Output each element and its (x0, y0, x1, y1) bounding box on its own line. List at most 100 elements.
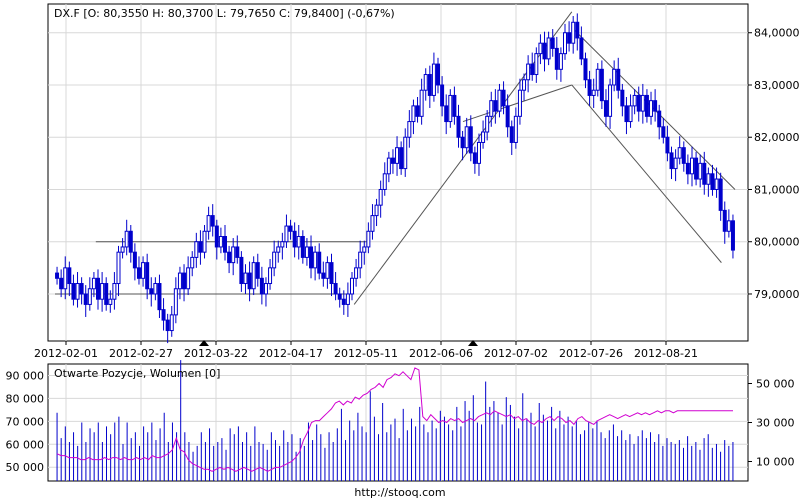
candle-body (624, 105, 629, 123)
candle-body (542, 42, 547, 60)
candle-body (407, 121, 412, 138)
candle-body (374, 204, 379, 217)
candle-body (726, 220, 731, 232)
candle-body (386, 157, 391, 175)
trend-line (571, 84, 722, 263)
candle-body (452, 94, 457, 117)
candle-body (513, 115, 518, 143)
price-y-tick-label: 83,0000 (754, 79, 800, 92)
candle-body (558, 53, 563, 70)
candle-body (304, 246, 309, 258)
price-x-tick-label: 2012-02-27 (109, 347, 173, 360)
candle-body (509, 126, 514, 143)
candle-body (640, 94, 645, 112)
volume-right-axis: 10 000 30 000 50 000 (748, 378, 795, 469)
candle-body (456, 115, 461, 138)
candle-body (210, 215, 215, 227)
candle-body (333, 283, 338, 295)
candle-body (91, 277, 96, 290)
candle-body (677, 147, 682, 159)
candle-body (63, 267, 68, 290)
candle-body (382, 173, 387, 190)
candle-body (694, 157, 699, 180)
candle-body (190, 256, 195, 269)
price-x-tick-label: 2012-02-01 (34, 347, 98, 360)
volume-left-tick-label: 80 000 (6, 392, 45, 405)
candle-body (157, 283, 162, 311)
candle-body (649, 100, 654, 117)
candle-body (329, 262, 334, 285)
price-y-tick-label: 79,0000 (754, 288, 800, 301)
price-x-tick-label: 2012-08-21 (634, 347, 698, 360)
candle-body (718, 178, 723, 211)
candle-body (534, 53, 539, 76)
candle-body (55, 272, 60, 279)
candle-body (132, 251, 137, 269)
candle-body (472, 152, 477, 164)
candle-body (96, 277, 101, 300)
footer-link[interactable]: http://stooq.com (354, 486, 446, 499)
candle-body (186, 267, 191, 290)
candle-body (644, 94, 649, 117)
candle-body (206, 215, 211, 232)
candle-body (673, 157, 678, 170)
volume-plot-frame (47, 363, 749, 482)
candle-body (153, 283, 158, 295)
candle-body (149, 288, 154, 295)
candle-body (218, 236, 223, 248)
price-y-tick-label: 84,0000 (754, 27, 800, 40)
candle-body (362, 246, 367, 253)
candle-body (657, 110, 662, 128)
candle-body (599, 68, 604, 102)
price-x-tick-label: 2012-06-06 (409, 347, 473, 360)
candle-body (67, 267, 72, 285)
candle-body (100, 283, 105, 300)
candle-body (636, 94, 641, 112)
candle-body (587, 79, 592, 96)
candle-body (214, 225, 219, 248)
candle-body (669, 152, 674, 170)
volume-chart-title: Otwarte Pozycje, Wolumen [0] (54, 367, 220, 380)
candle-body (575, 21, 580, 39)
candle-body (173, 288, 178, 316)
candle-body (522, 79, 527, 91)
candle-body (292, 230, 297, 248)
volume-panel: 50 000 60 000 70 000 80 000 90 000 10 000 30 … (6, 360, 795, 482)
candle-body (309, 246, 314, 269)
candle-body (243, 272, 248, 285)
candle-body (419, 89, 424, 117)
candle-body (567, 32, 572, 44)
candle-body (616, 68, 621, 91)
candle-body (227, 251, 232, 264)
candle-body (251, 262, 256, 290)
open-interest-line (56, 367, 733, 472)
candle-body (415, 105, 420, 117)
candle-body (505, 105, 510, 128)
candle-body (538, 42, 543, 55)
price-x-axis: 2012-02-01 2012-02-27 2012-03-22 2012-04-17… (34, 341, 698, 360)
candle-body (390, 157, 395, 164)
marker-triangle-1 (199, 340, 209, 346)
candle-body (337, 293, 342, 300)
candle-body (440, 84, 445, 107)
candle-body (280, 241, 285, 248)
trend-line (462, 84, 572, 123)
price-plot-frame (47, 3, 749, 342)
candle-body (399, 147, 404, 170)
candle-body (313, 251, 318, 269)
candle-body (235, 246, 240, 258)
candle-body (341, 298, 346, 305)
candle-body (489, 100, 494, 117)
candle-body (579, 37, 584, 60)
candle-body (714, 178, 719, 190)
candle-body (124, 230, 129, 248)
candle-body (468, 126, 473, 154)
candle-body (325, 262, 330, 279)
candle-body (403, 136, 408, 170)
volume-left-tick-label: 90 000 (6, 369, 45, 382)
candle-body (194, 241, 199, 258)
candle-body (321, 272, 326, 279)
candle-body (59, 277, 64, 290)
candle-body (612, 68, 617, 86)
candle-body (358, 251, 363, 269)
